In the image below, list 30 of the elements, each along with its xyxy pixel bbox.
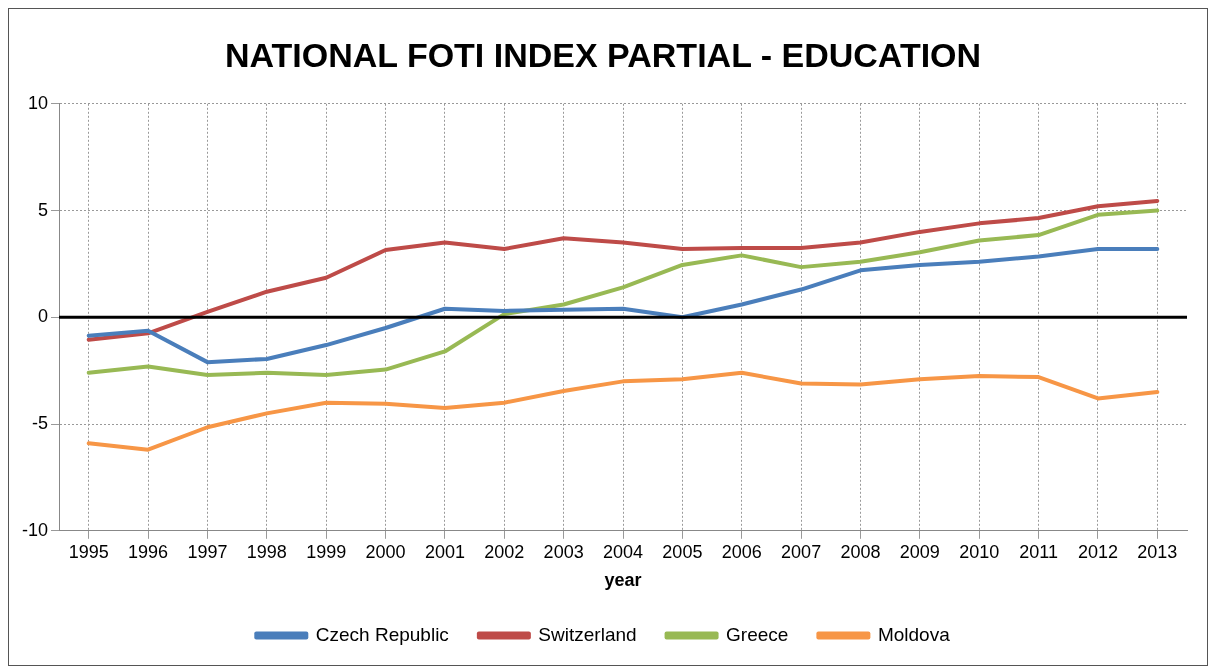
x-axis-title: year bbox=[604, 570, 642, 591]
x-tick-label: 1998 bbox=[246, 541, 287, 562]
y-tick-label: 10 bbox=[27, 92, 49, 113]
x-tick-label: 2001 bbox=[424, 541, 465, 562]
x-tick-label: 1997 bbox=[187, 541, 228, 562]
legend-label: Switzerland bbox=[538, 623, 637, 645]
x-tick-label: 2012 bbox=[1077, 541, 1118, 562]
x-tick-label: 2007 bbox=[781, 541, 822, 562]
x-tick-label: 1995 bbox=[68, 541, 109, 562]
x-tick-label: 2013 bbox=[1137, 541, 1178, 562]
legend-label: Moldova bbox=[877, 623, 951, 645]
legend-label: Czech Republic bbox=[315, 623, 449, 645]
x-tick-label: 2011 bbox=[1019, 541, 1058, 562]
x-tick-label: 1996 bbox=[128, 541, 169, 562]
x-tick-label: 2005 bbox=[662, 541, 703, 562]
x-tick-label: 2010 bbox=[959, 541, 1000, 562]
y-tick-label: 5 bbox=[38, 199, 49, 220]
y-tick-label: 0 bbox=[38, 306, 49, 327]
legend-label: Greece bbox=[726, 623, 789, 645]
y-tick-label: -5 bbox=[32, 413, 49, 434]
chart-title: NATIONAL FOTI INDEX PARTIAL - EDUCATION bbox=[224, 35, 982, 74]
x-tick-label: 2000 bbox=[365, 541, 406, 562]
x-tick-label: 1999 bbox=[306, 541, 347, 562]
x-tick-label: 2003 bbox=[543, 541, 584, 562]
x-tick-label: 2009 bbox=[899, 541, 940, 562]
x-tick-label: 2006 bbox=[721, 541, 762, 562]
x-tick-label: 2002 bbox=[484, 541, 525, 562]
y-tick-label: -10 bbox=[22, 519, 49, 540]
x-tick-label: 2008 bbox=[840, 541, 881, 562]
x-tick-label: 2004 bbox=[602, 541, 644, 562]
